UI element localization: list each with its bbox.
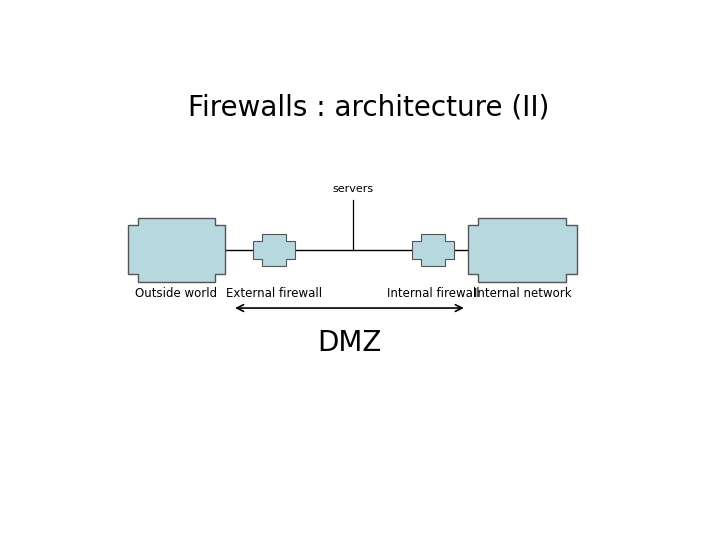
Polygon shape <box>468 218 577 282</box>
Text: Internal network: Internal network <box>474 287 571 300</box>
Polygon shape <box>127 218 225 282</box>
Polygon shape <box>253 234 295 266</box>
Polygon shape <box>412 234 454 266</box>
Text: Firewalls : architecture (II): Firewalls : architecture (II) <box>189 94 549 122</box>
Text: Internal firewall: Internal firewall <box>387 287 480 300</box>
Text: External firewall: External firewall <box>226 287 323 300</box>
Text: Outside world: Outside world <box>135 287 217 300</box>
Text: DMZ: DMZ <box>318 329 382 357</box>
Text: servers: servers <box>333 184 374 194</box>
